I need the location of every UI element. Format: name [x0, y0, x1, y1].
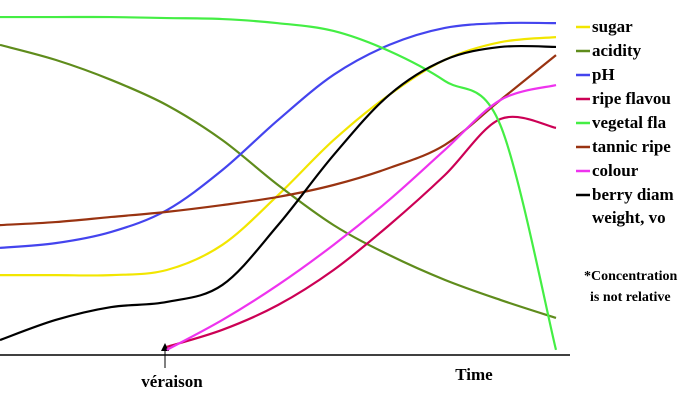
note: *Concentration [584, 269, 678, 284]
line [0, 43, 557, 319]
line [0, 21, 557, 249]
legend-label: acidity [592, 41, 642, 60]
legend-label: ripe flavou [592, 89, 671, 108]
line [166, 115, 557, 348]
legend-label: vegetal fla [592, 113, 667, 132]
legend-label: tannic ripe [592, 137, 671, 156]
x-axis-label: Time [455, 365, 493, 384]
annotation: véraison [141, 372, 203, 391]
legend-label: berry diam weight, vo [592, 185, 674, 227]
note: is not relative [590, 290, 671, 305]
legend-label: pH [592, 65, 615, 84]
legend-label: sugar [592, 17, 633, 36]
line [0, 54, 557, 227]
legend-label: colour [592, 161, 639, 180]
line [0, 44, 557, 342]
line [0, 15, 558, 351]
line [0, 36, 557, 277]
line [166, 83, 557, 351]
